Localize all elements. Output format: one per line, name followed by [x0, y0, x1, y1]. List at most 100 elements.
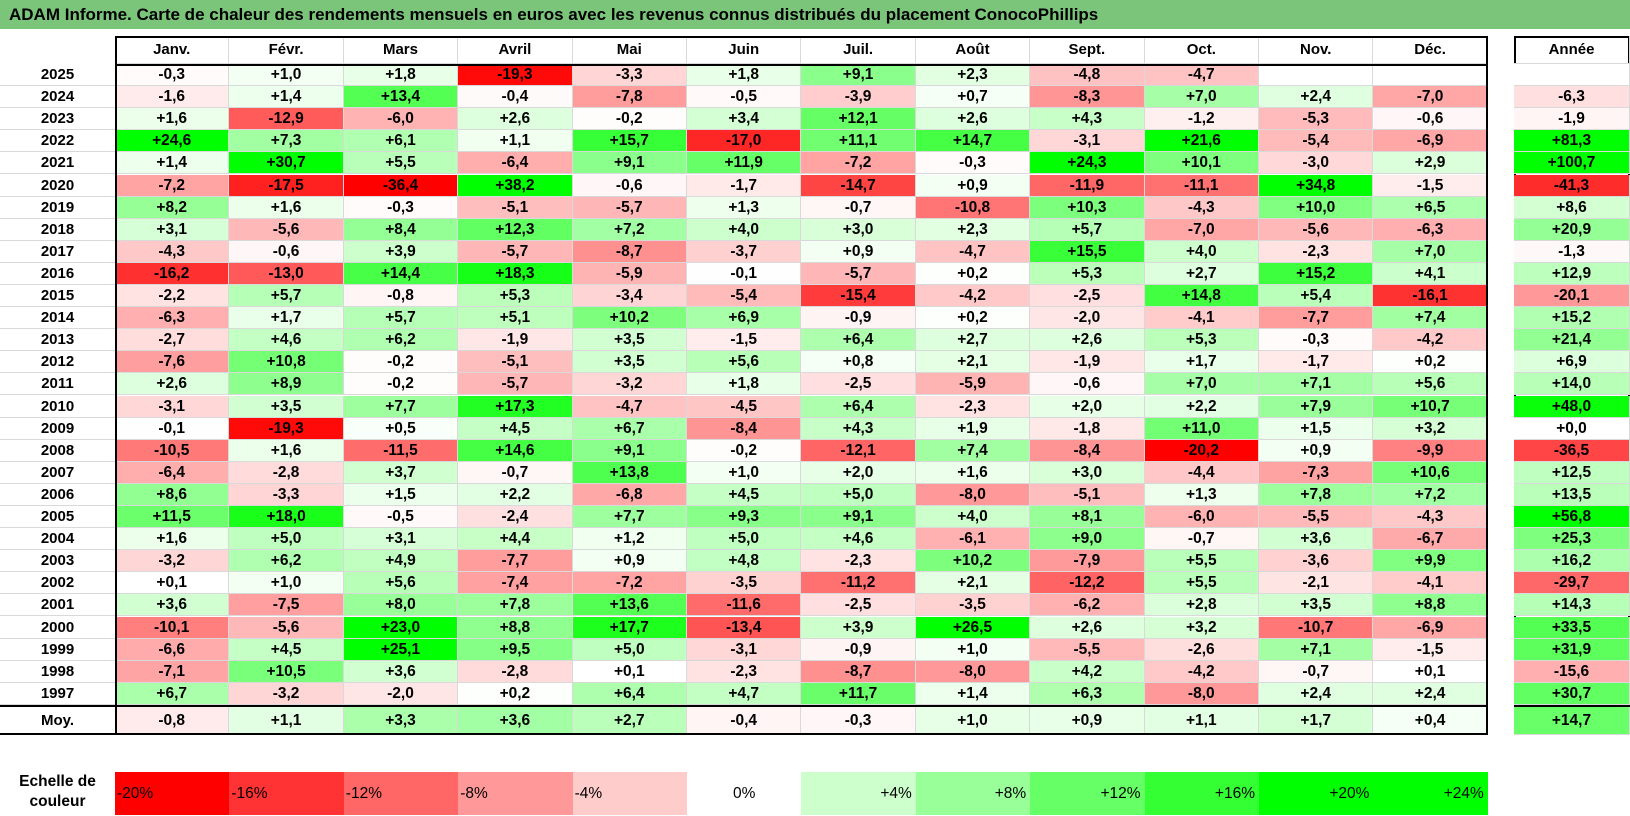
month-cell: +8,0 [343, 594, 459, 617]
year-label: 2024 [0, 86, 115, 109]
month-cell: -4,2 [1144, 660, 1259, 683]
month-cell: -0,9 [801, 307, 916, 330]
month-cell: -7,7 [458, 550, 573, 573]
year-label: 2025 [0, 64, 115, 87]
month-cell: -6,4 [458, 152, 573, 175]
month-cell: +3,9 [343, 240, 459, 263]
month-cell: +3,1 [343, 528, 459, 551]
year-label: 2002 [0, 572, 115, 595]
month-cell: -16,1 [1373, 285, 1488, 308]
month-cell: +0,7 [915, 86, 1031, 109]
annual-cell: +15,2 [1514, 307, 1630, 330]
month-cell: +3,9 [801, 616, 916, 639]
month-cell: -7,0 [1144, 218, 1259, 241]
month-cell: +6,3 [1030, 682, 1145, 705]
month-cell: -12,2 [1030, 572, 1145, 595]
month-cell: +23,0 [343, 616, 459, 639]
annual-cell: -15,6 [1514, 660, 1630, 683]
month-cell: +7,1 [1259, 373, 1374, 396]
month-cell: +5,3 [1144, 329, 1259, 352]
month-cell: +1,0 [229, 64, 344, 87]
scale-stop: -20% [115, 772, 230, 815]
month-cell: -36,4 [343, 174, 459, 197]
month-cell: +4,7 [687, 682, 802, 705]
month-cell: +7,3 [229, 130, 344, 153]
month-cell: +1,1 [458, 130, 573, 153]
month-cell: -5,7 [458, 240, 573, 263]
annual-cell: +12,5 [1514, 461, 1630, 484]
month-cell: -10,5 [115, 439, 230, 462]
annual-cell: +31,9 [1514, 638, 1630, 661]
year-label: 1999 [0, 639, 115, 661]
month-cell: +3,7 [343, 461, 459, 484]
month-cell: +10,0 [1259, 196, 1374, 219]
annual-cell: +12,9 [1514, 262, 1630, 285]
month-cell: -5,7 [458, 373, 573, 396]
month-cell: +7,0 [1373, 240, 1488, 263]
scale-stop: -12% [343, 772, 459, 815]
month-cell: -6,4 [115, 461, 230, 484]
month-cell: +38,2 [458, 174, 573, 197]
average-separator [0, 704, 1488, 707]
month-header: Avril [458, 36, 573, 64]
year-label: 2010 [0, 396, 115, 418]
month-cell: +0,5 [343, 417, 459, 440]
month-cell: -1,9 [1030, 351, 1145, 374]
month-cell: +7,4 [915, 439, 1031, 462]
month-cell: +1,0 [687, 461, 802, 484]
month-cell: +26,5 [915, 616, 1031, 639]
year-label: 2008 [0, 440, 115, 462]
month-cell: +5,6 [1373, 373, 1488, 396]
month-cell: -5,7 [572, 196, 687, 219]
annual-cell: +21,4 [1514, 329, 1630, 352]
month-cell: +5,5 [1144, 572, 1259, 595]
month-cell: +2,0 [1030, 395, 1145, 418]
month-cell: +9,1 [572, 439, 687, 462]
month-cell: +4,2 [1030, 660, 1145, 683]
annual-cell: +33,5 [1514, 616, 1630, 639]
month-cell: +8,1 [1030, 506, 1145, 529]
month-cell: -0,7 [458, 461, 573, 484]
month-cell: -19,3 [458, 64, 573, 87]
month-cell: +13,6 [572, 594, 687, 617]
month-cell: -12,9 [229, 108, 344, 131]
month-cell: +5,6 [343, 572, 459, 595]
month-cell: -1,6 [115, 86, 230, 109]
month-cell: -4,7 [572, 395, 687, 418]
annual-cell: +16,2 [1514, 550, 1630, 573]
month-cell: +17,7 [572, 616, 687, 639]
month-cell: +1,4 [115, 152, 230, 175]
year-label: 2013 [0, 329, 115, 352]
annual-cell: -29,7 [1514, 572, 1630, 595]
month-cell: +2,9 [1373, 152, 1488, 175]
month-cell: +6,5 [1373, 196, 1488, 219]
month-cell: +3,2 [1373, 417, 1488, 440]
month-header: Mai [572, 36, 687, 64]
month-cell: +2,3 [915, 218, 1031, 241]
month-cell: +1,3 [1144, 483, 1259, 506]
month-cell: +7,4 [1373, 307, 1488, 330]
month-cell: +3,6 [1259, 528, 1374, 551]
month-cell: +7,0 [1144, 373, 1259, 396]
month-cell: +8,2 [115, 196, 230, 219]
month-cell: +6,4 [801, 395, 916, 418]
month-cell: +3,1 [115, 218, 230, 241]
month-cell: +5,0 [687, 528, 802, 551]
month-cell: +5,0 [229, 528, 344, 551]
month-cell: -4,3 [1373, 506, 1488, 529]
month-cell: +24,3 [1030, 152, 1145, 175]
month-cell: +11,9 [687, 152, 802, 175]
month-cell: +1,6 [115, 528, 230, 551]
month-cell: -2,3 [687, 660, 802, 683]
month-cell: +15,2 [1259, 262, 1374, 285]
year-label: 2006 [0, 484, 115, 506]
month-cell: -13,0 [229, 262, 344, 285]
month-cell: +0,2 [458, 682, 573, 705]
month-cell: +15,5 [1030, 240, 1145, 263]
month-cell: +5,3 [1030, 262, 1145, 285]
year-label: 2018 [0, 219, 115, 241]
annual-average-separator [1514, 704, 1630, 707]
month-header: Mars [343, 36, 459, 64]
month-cell: +2,6 [915, 108, 1031, 131]
month-cell: +1,0 [915, 638, 1031, 661]
